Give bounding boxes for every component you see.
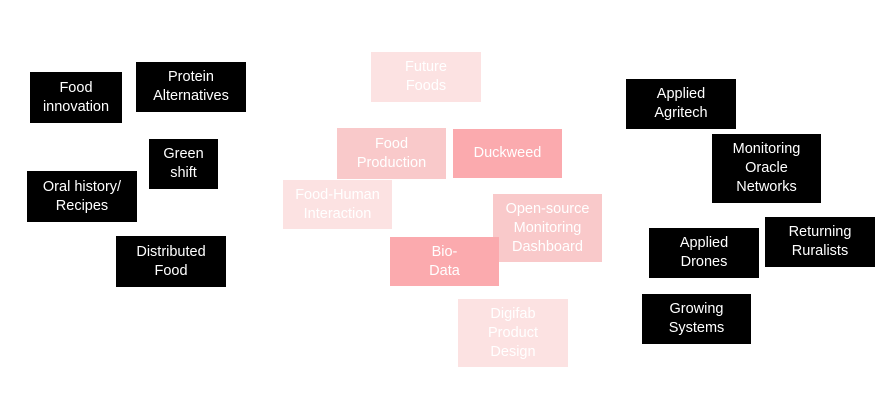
node-bio-data: Bio- Data — [390, 237, 499, 286]
node-label: Green shift — [163, 146, 204, 181]
node-label: Bio- Data — [429, 243, 460, 279]
node-label: Open-source Monitoring Dashboard — [505, 200, 590, 255]
node-food-production: Food Production — [337, 128, 446, 179]
node-monitoring-oracle-networks: Monitoring Oracle Networks — [712, 134, 821, 203]
node-label: Food innovation — [42, 79, 110, 115]
node-label: Oral history/ Recipes — [42, 178, 122, 214]
node-open-source-monitoring-dashboard: Open-source Monitoring Dashboard — [493, 194, 602, 262]
node-duckweed: Duckweed — [453, 129, 562, 178]
node-digifab-product-design: Digifab Product Design — [458, 299, 568, 367]
node-label: Digifab Product Design — [488, 305, 538, 360]
node-future-foods: Future Foods — [371, 52, 481, 102]
node-label: Monitoring Oracle Networks — [732, 141, 801, 195]
node-label: Duckweed — [473, 145, 542, 161]
node-label: Future Foods — [405, 59, 447, 94]
node-protein-alternatives: Protein Alternatives — [136, 62, 246, 112]
node-distributed-food: Distributed Food — [116, 236, 226, 287]
node-food-human-interaction: Food-Human Interaction — [283, 180, 392, 229]
node-green-shift: Green shift — [149, 139, 218, 189]
node-growing-systems: Growing Systems — [642, 294, 751, 344]
node-food-innovation: Food innovation — [30, 72, 122, 123]
node-label: Applied Drones — [679, 235, 729, 270]
node-applied-agritech: Applied Agritech — [626, 79, 736, 129]
node-label: Food Production — [356, 135, 427, 171]
node-applied-drones: Applied Drones — [649, 228, 759, 278]
node-label: Applied Agritech — [654, 86, 708, 121]
node-label: Food-Human Interaction — [295, 186, 380, 222]
node-label: Growing Systems — [668, 301, 725, 336]
node-oral-history-recipes: Oral history/ Recipes — [27, 171, 137, 222]
node-label: Distributed Food — [136, 243, 206, 279]
node-label: Returning Ruralists — [788, 224, 852, 259]
node-returning-ruralists: Returning Ruralists — [765, 217, 875, 267]
node-label: Protein Alternatives — [153, 69, 229, 104]
